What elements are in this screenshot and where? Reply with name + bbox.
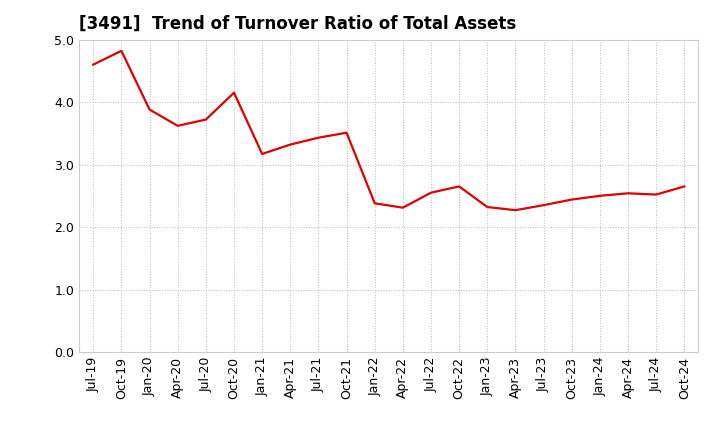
- Text: [3491]  Trend of Turnover Ratio of Total Assets: [3491] Trend of Turnover Ratio of Total …: [79, 15, 516, 33]
